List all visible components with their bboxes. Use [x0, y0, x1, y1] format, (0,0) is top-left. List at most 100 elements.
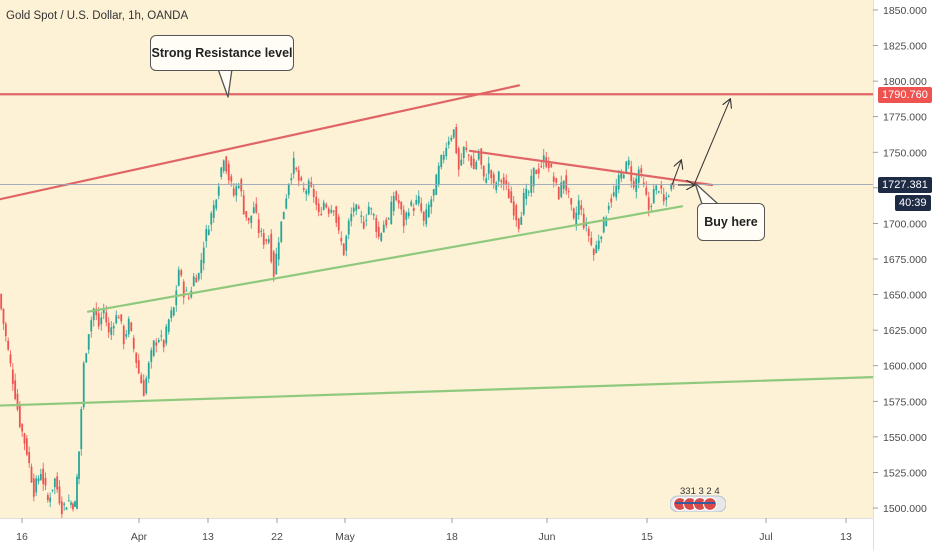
candle-body [640, 168, 643, 173]
candle-body [170, 310, 173, 319]
candle-body [292, 157, 295, 174]
candle-body [495, 182, 498, 191]
candle-body [95, 308, 98, 316]
candle-body [175, 290, 178, 306]
candle-body [367, 206, 370, 215]
candle-body [300, 177, 303, 181]
candle-body [585, 223, 588, 227]
candle-body [122, 325, 125, 345]
candle-body [315, 196, 318, 205]
candle-body [240, 179, 243, 192]
candle-body [312, 188, 315, 197]
candle-body [115, 315, 118, 324]
candle-body [7, 340, 10, 350]
candle-body [447, 141, 450, 145]
candle-body [620, 172, 623, 179]
candle-body [21, 424, 24, 432]
candle-body [342, 243, 345, 256]
candle-body [525, 188, 528, 199]
candle-body [58, 486, 61, 504]
candle-body [450, 137, 453, 141]
candles [0, 123, 675, 520]
candle-body [16, 393, 19, 410]
trendline-resistance[interactable] [0, 84, 521, 201]
candle-body [187, 297, 190, 299]
trendline-descending-resistance[interactable] [468, 149, 714, 187]
candle-body [552, 176, 555, 182]
projection-arrow-3 [693, 100, 730, 186]
candle-body [242, 195, 245, 215]
candle-body [642, 182, 645, 185]
candle-body [570, 198, 573, 205]
candle-body [665, 197, 668, 200]
candle-body [44, 477, 47, 486]
candle-body [165, 326, 168, 344]
candle-body [645, 187, 648, 195]
candle-body [182, 281, 185, 298]
candle-body [162, 340, 165, 348]
candle-body [565, 175, 568, 191]
candle-body [74, 501, 76, 507]
candle-body [337, 216, 340, 231]
candle-body [365, 219, 368, 221]
symbol-title: Gold Spot / U.S. Dollar, 1h, OANDA [6, 10, 189, 22]
candle-body [192, 276, 195, 287]
candle-body [472, 158, 475, 170]
price-axis[interactable] [873, 0, 932, 550]
resistance-price-tag: 1790.760 [878, 87, 932, 103]
candle-body [322, 202, 325, 210]
candle-body [317, 203, 320, 213]
candle-body [402, 209, 405, 227]
candle-body [195, 277, 198, 283]
candle-body [60, 501, 63, 515]
candle-body [9, 354, 12, 364]
candle-body [105, 312, 108, 323]
candle-body [280, 221, 283, 242]
candle-body [537, 168, 540, 174]
time-axis[interactable] [0, 518, 873, 551]
candle-body [78, 451, 80, 479]
candle-body [540, 166, 543, 168]
candle-body [522, 192, 525, 215]
candle-body [467, 154, 470, 156]
candle-body [507, 189, 510, 199]
candle-body [547, 160, 550, 169]
candle-body [125, 334, 128, 337]
candle-body [567, 191, 570, 193]
candle-body [612, 192, 615, 196]
candle-body [200, 259, 203, 274]
candle-body [592, 248, 595, 255]
candle-body [482, 165, 485, 177]
candle-body [327, 208, 330, 214]
candle-body [575, 212, 578, 226]
candle-body [202, 247, 205, 264]
candle-body [582, 213, 585, 229]
candle-body [637, 169, 640, 183]
candle-body [90, 320, 93, 332]
candle-body [332, 210, 335, 212]
candle-body [285, 198, 288, 209]
candle-body [282, 211, 285, 220]
candle-body [51, 489, 54, 491]
candle-body [355, 204, 358, 211]
candle-body [497, 171, 500, 182]
candle-body [76, 476, 78, 509]
candle-body [627, 160, 630, 166]
candle-body [395, 191, 398, 201]
candle-body [625, 161, 628, 173]
candle-body [167, 319, 170, 332]
candle-body [357, 206, 360, 209]
candle-body [502, 177, 505, 184]
candle-body [417, 196, 420, 204]
resistance-callout-pointer [217, 68, 233, 98]
trendline-ascending-support[interactable] [86, 205, 684, 313]
candle-body [657, 191, 660, 193]
candle-body [602, 217, 605, 233]
candle-body [462, 146, 465, 158]
candle-body [217, 186, 220, 196]
candle-body [67, 500, 70, 502]
candle-body [120, 314, 123, 322]
trendline-long-term-support[interactable] [0, 376, 875, 407]
